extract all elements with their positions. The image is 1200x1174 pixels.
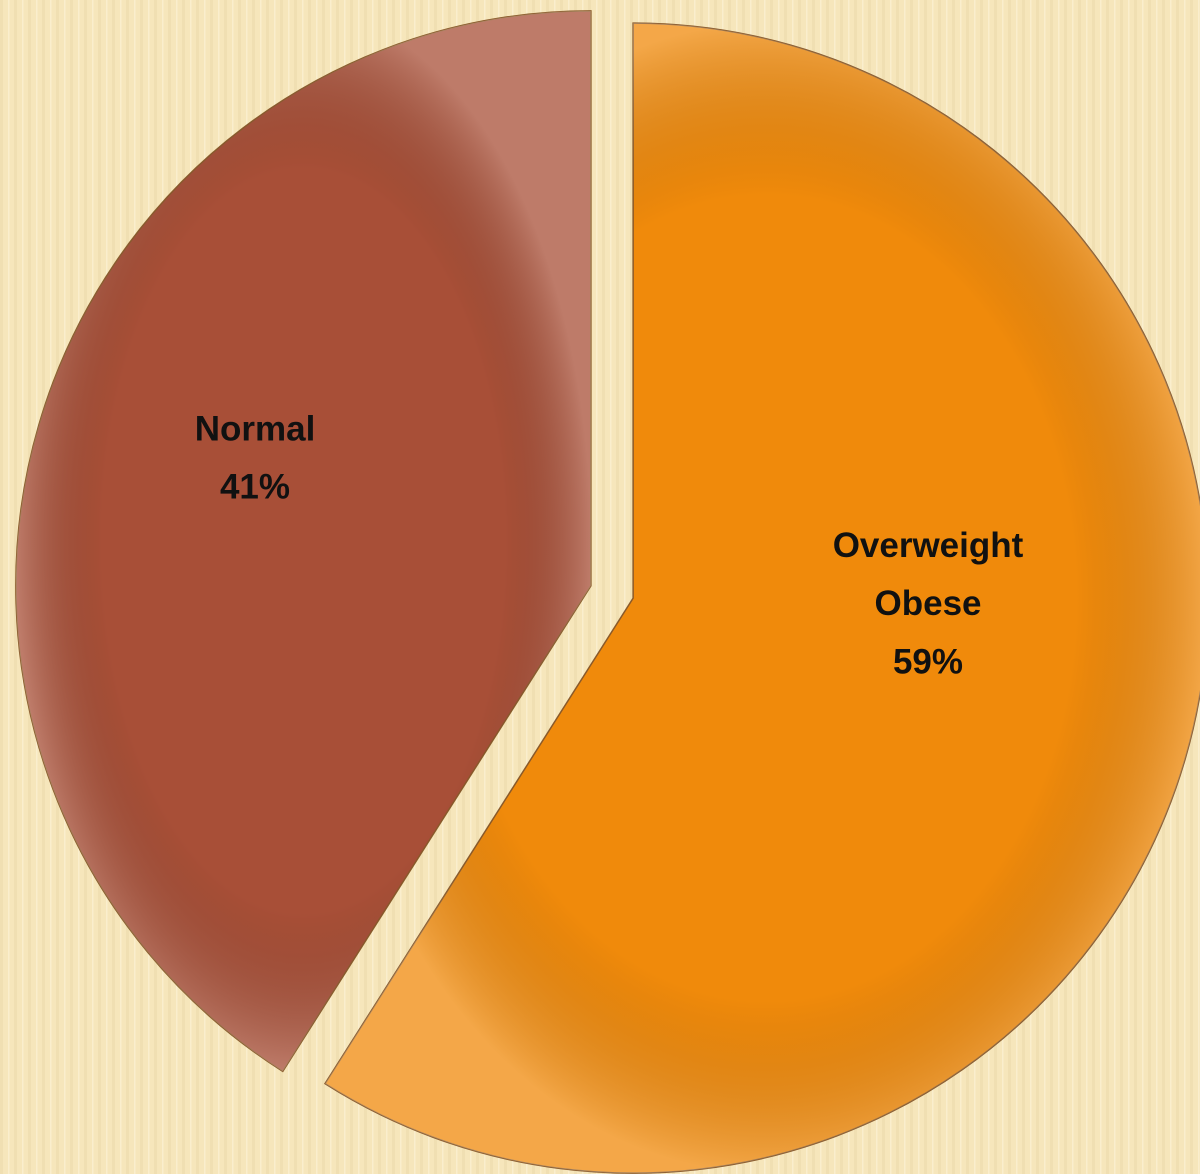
slice-label: Overweight Obese	[833, 526, 1024, 623]
slice-value-label: 41%	[220, 467, 290, 506]
slice-label: Normal	[195, 409, 316, 448]
slice-value-label: 59%	[893, 642, 963, 681]
